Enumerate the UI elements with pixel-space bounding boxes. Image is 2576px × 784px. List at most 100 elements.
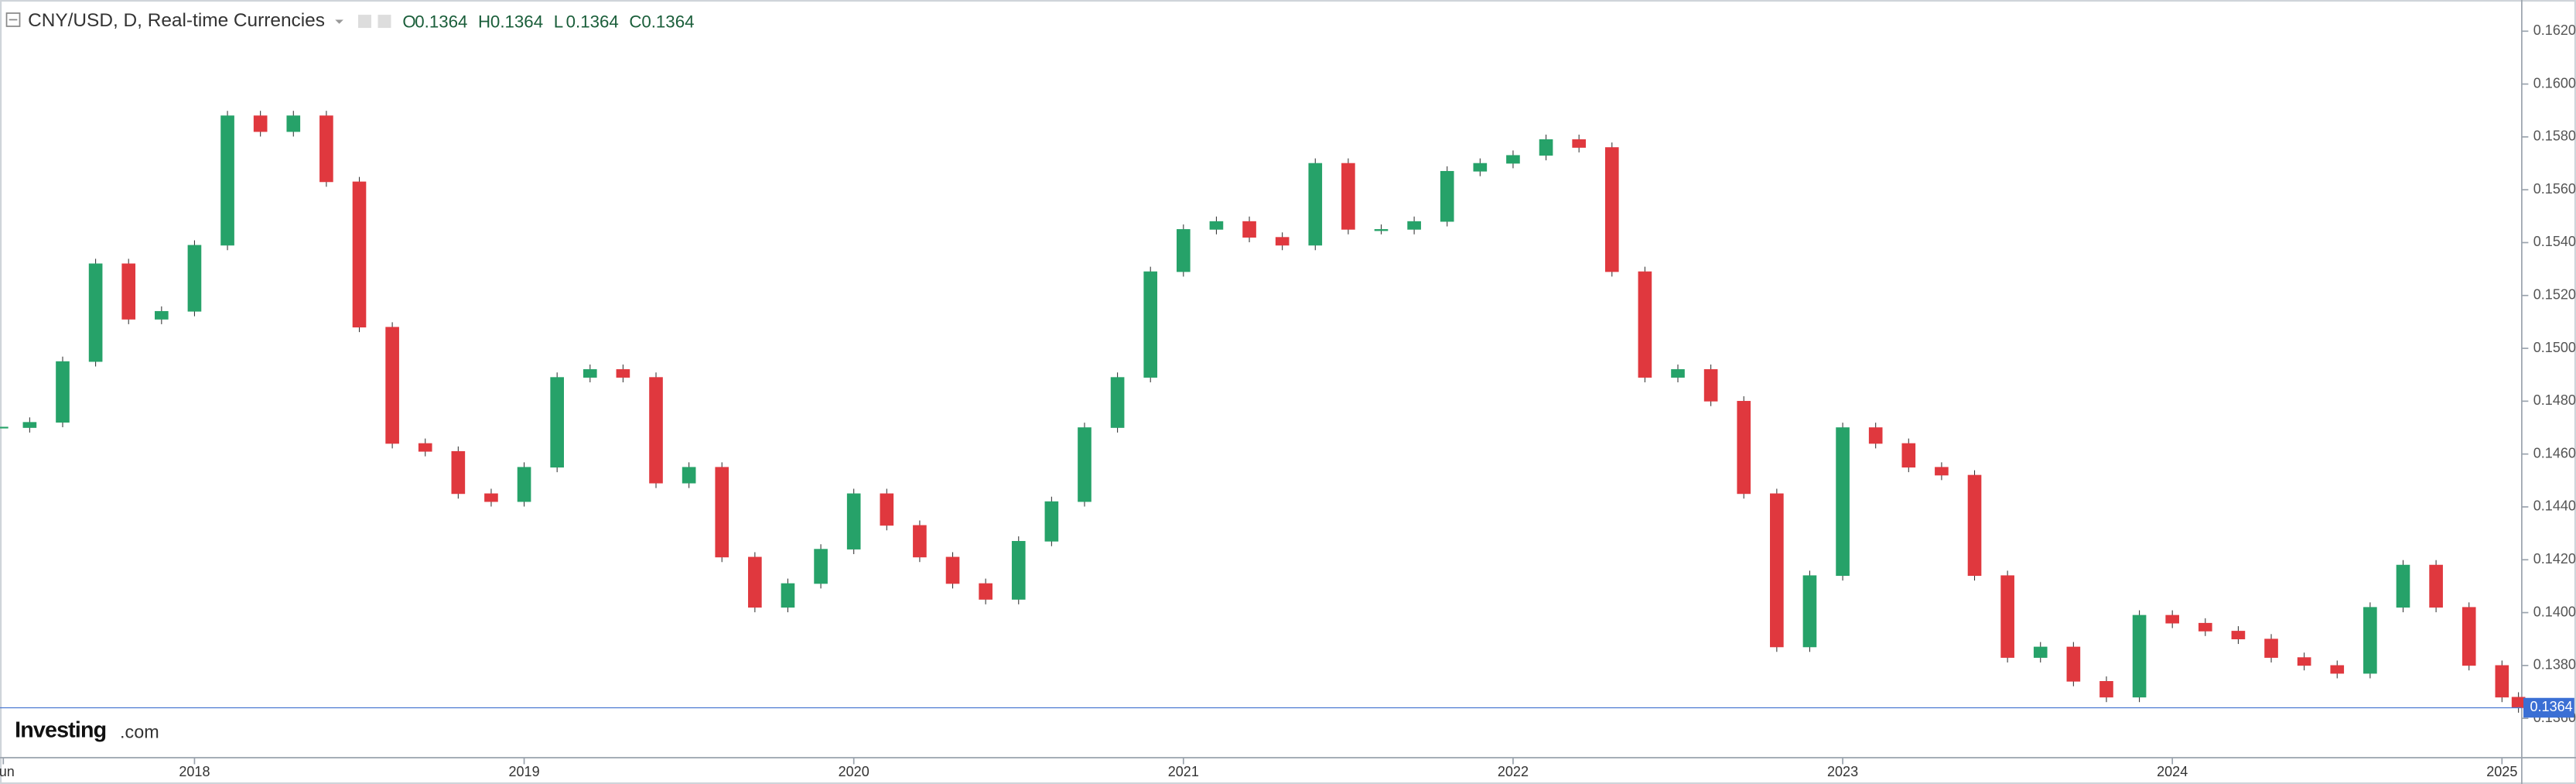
candle — [913, 525, 927, 558]
x-tick-label: 2025 — [2486, 764, 2517, 779]
candle — [846, 493, 861, 549]
candle — [1572, 139, 1586, 148]
ohlc-key: L — [554, 12, 563, 32]
candle — [1275, 237, 1290, 246]
candle — [484, 493, 498, 502]
y-tick-label: 0.1560 — [2533, 181, 2576, 197]
candle — [2231, 631, 2246, 640]
candle — [1242, 221, 1256, 238]
candle — [2330, 665, 2345, 674]
candle — [814, 549, 828, 584]
candle — [352, 181, 367, 328]
candle — [1604, 147, 1619, 272]
candle — [2198, 622, 2212, 632]
candle — [286, 115, 301, 132]
candle — [2066, 646, 2081, 682]
candle — [945, 556, 960, 584]
candle — [1044, 501, 1059, 542]
ohlc-key: H — [478, 12, 490, 32]
ohlc-value: 0.1364 — [641, 12, 694, 32]
ohlc-key: C — [629, 12, 641, 32]
logo-suffix: .com — [120, 721, 159, 741]
candle — [715, 467, 729, 558]
candle — [451, 450, 466, 495]
candle — [1308, 163, 1323, 246]
candle — [2000, 575, 2014, 658]
y-tick-label: 0.1400 — [2533, 604, 2576, 619]
y-tick-label: 0.1460 — [2533, 445, 2576, 460]
candle — [253, 115, 268, 132]
candle — [2511, 697, 2526, 708]
logo-brand: Investing — [15, 718, 106, 743]
header: CNY/USD, D, Real-time Currencies O0.1364… — [5, 10, 694, 32]
candle — [88, 263, 103, 362]
plot — [0, 111, 2526, 713]
candle — [1078, 427, 1092, 502]
candle — [2429, 564, 2443, 608]
candle — [2297, 657, 2311, 666]
candle — [1143, 271, 1158, 378]
candle — [1407, 221, 1421, 230]
y-tick-label: 0.1480 — [2533, 392, 2576, 408]
ohlc-value: 0.1364 — [566, 12, 619, 32]
candle — [121, 263, 136, 320]
close-icon[interactable] — [378, 15, 391, 29]
candle — [220, 115, 234, 246]
candle — [1011, 541, 1026, 600]
last-price-badge — [2523, 697, 2574, 718]
candle — [649, 377, 663, 484]
y-tick-label: 0.1380 — [2533, 657, 2576, 673]
y-tick-label: 0.1600 — [2533, 75, 2576, 91]
last-price-label: 0.1364 — [2530, 699, 2573, 714]
candle — [1440, 170, 1454, 222]
candle — [2264, 638, 2278, 658]
x-tick-label: 2024 — [2157, 764, 2188, 779]
candle — [1638, 271, 1652, 378]
candle — [1967, 474, 1982, 577]
candle — [1901, 443, 1916, 468]
candle — [1374, 229, 1389, 231]
ohlc-key: O — [402, 12, 415, 32]
candle — [979, 583, 992, 600]
candle — [1671, 369, 1685, 378]
candle — [1341, 163, 1355, 230]
candle — [1802, 575, 1817, 648]
candle — [517, 467, 531, 502]
candle — [1703, 369, 1718, 402]
x-tick-label: 2018 — [179, 764, 210, 779]
candle — [1935, 467, 1949, 476]
ohlc-value: 0.1364 — [415, 12, 467, 32]
settings-icon[interactable] — [357, 15, 371, 29]
candle — [616, 369, 630, 378]
logo: Investing .com — [15, 718, 159, 743]
candle — [1209, 221, 1224, 230]
candle — [1539, 139, 1553, 156]
x-tick-label: 2021 — [1168, 764, 1199, 779]
candle — [418, 443, 432, 452]
ohlc-value: 0.1364 — [490, 12, 543, 32]
candle — [2462, 607, 2476, 666]
candle — [550, 377, 564, 468]
candle — [781, 583, 795, 608]
candle — [1737, 401, 1751, 495]
collapse-icon[interactable] — [5, 12, 21, 27]
dropdown-icon[interactable] — [335, 19, 343, 24]
candle — [1473, 163, 1488, 172]
y-tick-label: 0.1540 — [2533, 234, 2576, 249]
candle — [1770, 493, 1784, 648]
candle — [2099, 681, 2113, 698]
candle — [187, 245, 202, 312]
candle — [880, 493, 894, 526]
candle — [319, 115, 333, 183]
ohlc-readout: O0.1364 H 0.1364 L 0.1364 C 0.1364 — [402, 12, 694, 32]
candle — [1110, 377, 1125, 428]
y-tick-label: 0.1580 — [2533, 128, 2576, 144]
x-tick-label: 2023 — [1827, 764, 1858, 779]
candle — [682, 467, 696, 484]
y-tick-label: 0.1440 — [2533, 498, 2576, 514]
candle — [2132, 615, 2147, 698]
x-tick-label: Jun — [0, 764, 15, 779]
y-tick-label: 0.1500 — [2533, 340, 2576, 355]
y-tick-label: 0.1420 — [2533, 551, 2576, 567]
